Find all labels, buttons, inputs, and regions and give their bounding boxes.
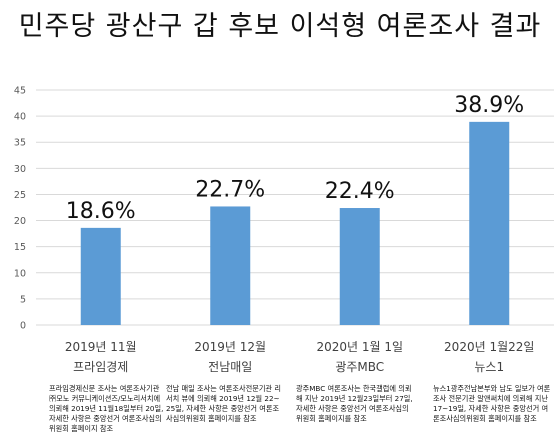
data-label: 38.9%	[454, 93, 524, 118]
bar	[469, 121, 510, 325]
y-tick-label: 0	[20, 321, 26, 332]
y-tick-label: 15	[14, 242, 26, 253]
x-tick-label: 전남매일	[208, 360, 252, 374]
y-tick-label: 30	[14, 164, 26, 175]
x-tick-label: 2020년 1월 1일	[316, 340, 403, 354]
survey-note-4: 뉴스1광주전남본부와 남도 일보가 여론조사 전문기관 알앤써치에 의뢰해 지난…	[433, 384, 551, 423]
bar	[210, 206, 251, 325]
chart-title: 민주당 광산구 갑 후보 이석형 여론조사 결과	[18, 11, 542, 42]
y-tick-label: 35	[14, 138, 26, 149]
x-tick-label: 2019년 12월	[194, 340, 266, 354]
y-tick-label: 20	[14, 216, 26, 227]
data-label: 22.7%	[195, 177, 265, 202]
x-tick-label: 2019년 11월	[65, 340, 137, 354]
data-label: 22.4%	[325, 179, 395, 204]
y-tick-label: 25	[14, 190, 26, 201]
y-tick-label: 45	[14, 86, 26, 97]
x-tick-label: 뉴스1	[474, 360, 504, 374]
y-tick-label: 40	[14, 112, 26, 123]
survey-note-3: 광주MBC 여론조사는 한국갤럽에 의뢰해 지난 2019년 12월23일부터 …	[296, 384, 413, 423]
survey-note-2: 전남 매일 조사는 여론조사전문기관 리서치 뷰에 의뢰해 2019년 12월 …	[166, 384, 281, 423]
bar	[339, 208, 380, 325]
x-tick-label: 2020년 1월22일	[444, 340, 534, 354]
survey-note-1: 프라임경제신문 조사는 여론조사기관 ㈜모노 커뮤니케이션즈/모노리서치에 의뢰…	[49, 384, 164, 433]
x-tick-label: 프라임경제	[73, 360, 128, 374]
y-tick-label: 10	[14, 268, 26, 279]
data-label: 18.6%	[66, 199, 136, 224]
bar	[80, 227, 121, 325]
x-tick-label: 광주MBC	[335, 360, 384, 374]
y-tick-label: 5	[20, 294, 26, 305]
